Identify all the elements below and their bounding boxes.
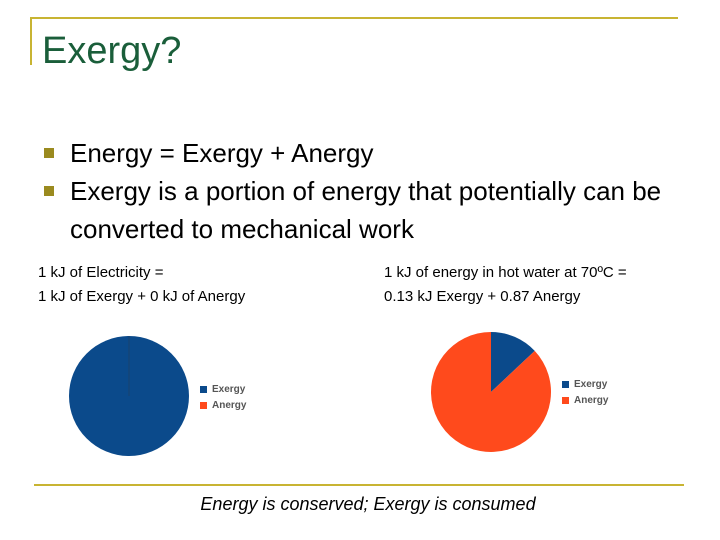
bullet-item: Exergy is a portion of energy that poten…: [44, 172, 684, 248]
legend-swatch-anergy: [562, 396, 569, 404]
pie-slice-exergy: [491, 332, 535, 392]
title-frame-left: [30, 17, 32, 65]
hot-water-pie-legend: Exergy Anergy: [562, 376, 608, 408]
right-caption-line2: 0.13 kJ Exergy + 0.87 Anergy: [384, 288, 581, 305]
legend-swatch-exergy: [562, 380, 569, 388]
legend-swatch-exergy: [200, 385, 207, 393]
left-caption-line1: 1 kJ of Electricity =: [38, 264, 164, 281]
electricity-pie-chart: [69, 336, 189, 456]
title-frame-top: [30, 17, 678, 19]
slide-title: Exergy?: [42, 30, 182, 72]
legend-item-anergy: Anergy: [562, 392, 608, 408]
left-caption-line2: 1 kJ of Exergy + 0 kJ of Anergy: [38, 288, 246, 305]
left-caption: 1 kJ of Electricity = 1 kJ of Exergy + 0…: [38, 261, 245, 309]
right-caption-line1: 1 kJ of energy in hot water at 70ºC =: [384, 264, 627, 281]
pie-slice-anergy: [431, 332, 551, 452]
bullet-square-icon: [44, 148, 54, 158]
hot-water-pie-chart: [431, 332, 551, 452]
footer-text: Energy is conserved; Exergy is consumed: [200, 494, 536, 514]
legend-swatch-anergy: [200, 401, 207, 409]
legend-label-anergy: Anergy: [574, 394, 609, 406]
right-caption: 1 kJ of energy in hot water at 70ºC = 0.…: [384, 261, 627, 309]
bullet-square-icon: [44, 186, 54, 196]
legend-label-exergy: Exergy: [574, 378, 608, 390]
legend-item-exergy: Exergy: [562, 376, 608, 392]
legend-item-exergy: Exergy: [200, 381, 246, 397]
bullet-text: Exergy is a portion of energy that poten…: [70, 176, 662, 244]
bullet-list: Energy = Exergy + Anergy Exergy is a por…: [44, 134, 684, 248]
legend-item-anergy: Anergy: [200, 397, 246, 413]
bullet-text: Energy = Exergy + Anergy: [70, 138, 374, 168]
legend-label-anergy: Anergy: [212, 399, 247, 411]
legend-label-exergy: Exergy: [212, 383, 246, 395]
footer-divider: [34, 484, 684, 486]
electricity-pie-legend: Exergy Anergy: [200, 381, 246, 413]
bullet-item: Energy = Exergy + Anergy: [44, 134, 684, 172]
